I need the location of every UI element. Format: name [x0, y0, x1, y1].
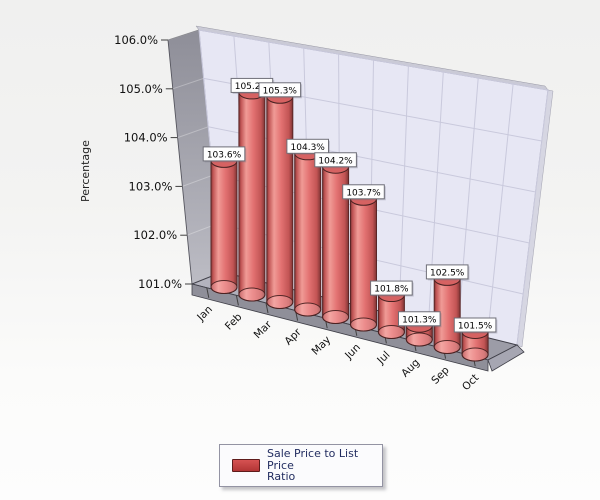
cylinder-body — [350, 191, 377, 332]
x-tick — [206, 287, 210, 298]
value-label-box — [453, 317, 497, 333]
value-label-jan: 103.6% — [202, 146, 247, 163]
value-label-text: 101.8% — [374, 285, 409, 295]
legend-label-line2: Ratio — [267, 470, 296, 484]
legend-label-line1: Sale Price to List Price — [267, 447, 359, 472]
month-label-jan: Jan — [194, 303, 215, 324]
grid-line-v — [398, 65, 409, 316]
cylinder-jun — [350, 191, 377, 332]
y-axis-label: 101.0% — [138, 277, 182, 291]
y-axis-label: 106.0% — [114, 33, 158, 47]
value-label-box — [314, 152, 357, 168]
cylinder-body — [238, 85, 266, 302]
value-label-aug: 101.3% — [398, 311, 442, 328]
value-label-jun: 103.7% — [342, 184, 386, 201]
grid-line-v — [487, 83, 514, 338]
value-label-text: 105.3% — [263, 86, 298, 96]
month-label-may: May — [309, 334, 333, 358]
value-label-box — [258, 82, 302, 98]
value-label-mar: 105.3% — [258, 82, 303, 99]
cylinder-bottom-rim — [238, 287, 266, 302]
cylinder-body — [266, 89, 294, 309]
cylinder-bottom-rim — [266, 295, 294, 309]
cylinder-bottom-rim — [405, 332, 433, 347]
value-label-box — [425, 264, 469, 280]
y-axis-label: 103.0% — [129, 179, 173, 193]
cylinder-bottom-rim — [294, 302, 322, 317]
cylinder-apr — [294, 146, 322, 317]
floor-right-face — [487, 344, 525, 372]
cylinder-mar — [266, 89, 294, 309]
value-label-text: 101.3% — [402, 315, 437, 325]
grid-line-wall — [182, 174, 213, 187]
value-label-text: 103.6% — [207, 150, 242, 160]
value-label-oct: 101.5% — [453, 317, 498, 334]
y-axis-label: 102.0% — [133, 228, 177, 242]
legend-label: Sale Price to List Price Ratio — [267, 448, 378, 483]
x-tick — [235, 295, 239, 306]
cylinder-bottom-rim — [377, 325, 405, 339]
grid-line-v — [516, 89, 549, 346]
value-label-apr: 104.3% — [286, 138, 330, 155]
value-label-box — [202, 146, 246, 162]
legend-box: Sale Price to List Price Ratio — [219, 444, 383, 487]
month-label-jul: Jul — [374, 349, 392, 367]
grid-line-wall — [177, 126, 209, 139]
cylinder-body — [210, 153, 238, 294]
legend-swatch-icon — [232, 458, 260, 472]
cylinder-feb — [238, 85, 266, 302]
cylinder-bottom-rim — [433, 340, 461, 354]
month-label-aug: Aug — [399, 357, 422, 380]
month-label-mar: Mar — [252, 318, 275, 341]
month-label-jun: Jun — [342, 341, 363, 362]
grid-line-wall — [167, 29, 200, 41]
grid-line-v — [428, 71, 444, 324]
cylinder-bottom-rim — [210, 280, 238, 294]
value-label-text: 104.3% — [291, 143, 326, 153]
cylinder-body — [294, 146, 322, 317]
value-label-text: 101.5% — [458, 321, 493, 331]
value-label-may: 104.2% — [314, 152, 358, 169]
value-label-text: 104.2% — [318, 156, 353, 166]
y-axis-title: Percentage — [79, 140, 92, 202]
month-label-oct: Oct — [460, 372, 481, 393]
value-label-text: 103.7% — [346, 188, 381, 198]
y-axis-label: 105.0% — [119, 82, 163, 96]
month-label-feb: Feb — [223, 311, 245, 333]
value-label-jul: 101.8% — [370, 280, 414, 297]
value-label-text: 102.5% — [430, 268, 465, 278]
cylinder-jan — [210, 153, 238, 294]
grid-line-wall — [172, 77, 204, 90]
cylinder-bottom-rim — [461, 347, 489, 362]
cylinder-bottom-rim — [322, 310, 350, 324]
month-label-sep: Sep — [429, 364, 452, 387]
value-label-text: 105.2% — [235, 82, 270, 92]
y-axis-label: 104.0% — [124, 131, 168, 145]
value-label-box — [398, 311, 441, 327]
value-label-box — [370, 280, 413, 296]
month-label-apr: Apr — [282, 326, 304, 348]
cylinder-bottom-rim — [350, 317, 377, 332]
grid-line-v — [457, 77, 479, 331]
value-label-box — [286, 138, 329, 154]
value-label-sep: 102.5% — [425, 264, 470, 281]
value-label-box — [342, 184, 385, 200]
x-tick — [265, 302, 269, 314]
